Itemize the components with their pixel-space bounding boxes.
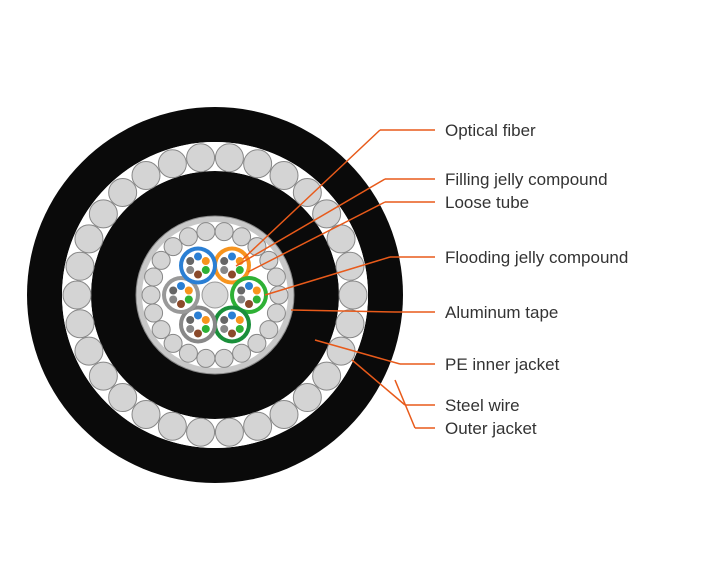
component-label: Steel wire [445,396,520,416]
component-label: Outer jacket [445,419,537,439]
cable-cross-section-diagram [0,0,708,579]
component-label: Aluminum tape [445,303,558,323]
component-label: Flooding jelly compound [445,248,628,268]
component-label: PE inner jacket [445,355,559,375]
component-label: Loose tube [445,193,529,213]
component-label: Optical fiber [445,121,536,141]
cable-svg [0,0,708,579]
component-label: Filling jelly compound [445,170,608,190]
